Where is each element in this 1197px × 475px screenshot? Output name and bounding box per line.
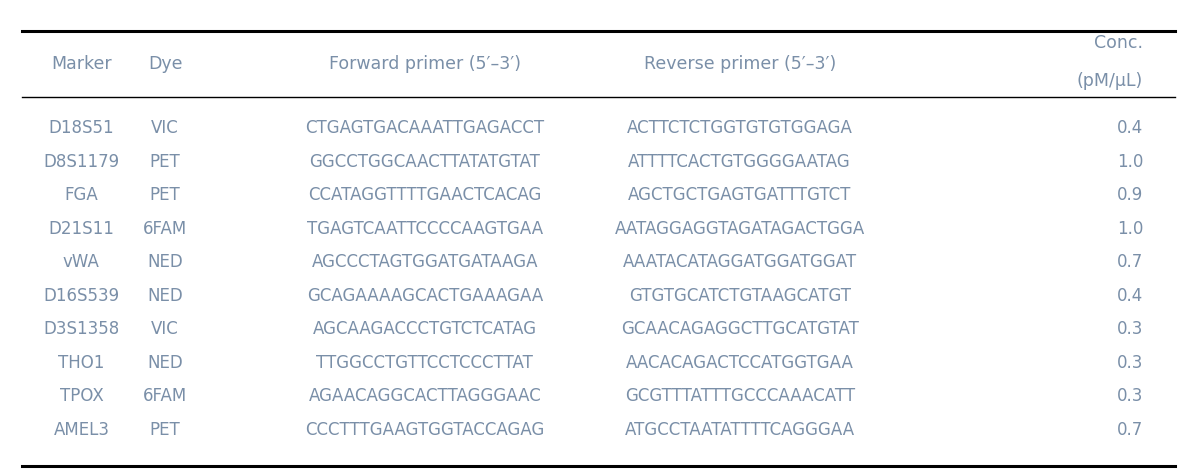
- Text: PET: PET: [150, 153, 181, 171]
- Text: FGA: FGA: [65, 186, 98, 204]
- Text: 0.3: 0.3: [1117, 387, 1143, 405]
- Text: Conc.: Conc.: [1094, 34, 1143, 52]
- Text: AAATACATAGGATGGATGGAT: AAATACATAGGATGGATGGAT: [622, 253, 857, 271]
- Text: Forward primer (5′–3′): Forward primer (5′–3′): [329, 55, 521, 73]
- Text: Marker: Marker: [51, 55, 111, 73]
- Text: TPOX: TPOX: [60, 387, 103, 405]
- Text: NED: NED: [147, 287, 183, 304]
- Text: D16S539: D16S539: [43, 287, 120, 304]
- Text: THO1: THO1: [59, 354, 104, 371]
- Text: PET: PET: [150, 186, 181, 204]
- Text: AATAGGAGGTAGATAGACTGGA: AATAGGAGGTAGATAGACTGGA: [614, 220, 865, 238]
- Text: VIC: VIC: [151, 320, 180, 338]
- Text: 6FAM: 6FAM: [144, 387, 187, 405]
- Text: TGAGTCAATTCCCCAAGTGAA: TGAGTCAATTCCCCAAGTGAA: [306, 220, 543, 238]
- Text: AGAACAGGCACTTAGGGAAC: AGAACAGGCACTTAGGGAAC: [309, 387, 541, 405]
- Text: D3S1358: D3S1358: [43, 320, 120, 338]
- Text: 0.9: 0.9: [1117, 186, 1143, 204]
- Text: AGCCCTAGTGGATGATAAGA: AGCCCTAGTGGATGATAAGA: [311, 253, 539, 271]
- Text: GTGTGCATCTGTAAGCATGT: GTGTGCATCTGTAAGCATGT: [628, 287, 851, 304]
- Text: 0.7: 0.7: [1117, 253, 1143, 271]
- Text: 0.3: 0.3: [1117, 354, 1143, 371]
- Text: 0.3: 0.3: [1117, 320, 1143, 338]
- Text: AACACAGACTCCATGGTGAA: AACACAGACTCCATGGTGAA: [626, 354, 853, 371]
- Text: ATGCCTAATATTTTCAGGGAA: ATGCCTAATATTTTCAGGGAA: [625, 421, 855, 438]
- Text: 0.7: 0.7: [1117, 421, 1143, 438]
- Text: GCAGAAAAGCACTGAAAGAA: GCAGAAAAGCACTGAAAGAA: [306, 287, 543, 304]
- Text: 1.0: 1.0: [1117, 153, 1143, 171]
- Text: NED: NED: [147, 354, 183, 371]
- Text: 0.4: 0.4: [1117, 287, 1143, 304]
- Text: TTGGCCTGTTCCTCCCTTAT: TTGGCCTGTTCCTCCCTTAT: [316, 354, 534, 371]
- Text: GGCCTGGCAACTTATATGTAT: GGCCTGGCAACTTATATGTAT: [310, 153, 540, 171]
- Text: GCGTTTATTTGCCCAAACATT: GCGTTTATTTGCCCAAACATT: [625, 387, 855, 405]
- Text: Reverse primer (5′–3′): Reverse primer (5′–3′): [644, 55, 836, 73]
- Text: CTGAGTGACAAATTGAGACCT: CTGAGTGACAAATTGAGACCT: [305, 119, 545, 137]
- Text: CCCTTTGAAGTGGTACCAGAG: CCCTTTGAAGTGGTACCAGAG: [305, 421, 545, 438]
- Text: AMEL3: AMEL3: [54, 421, 109, 438]
- Text: PET: PET: [150, 421, 181, 438]
- Text: CCATAGGTTTTGAACTCACAG: CCATAGGTTTTGAACTCACAG: [309, 186, 541, 204]
- Text: vWA: vWA: [63, 253, 99, 271]
- Text: D21S11: D21S11: [48, 220, 115, 238]
- Text: AGCAAGACCCTGTCTCATAG: AGCAAGACCCTGTCTCATAG: [312, 320, 537, 338]
- Text: AGCTGCTGAGTGATTTGTCT: AGCTGCTGAGTGATTTGTCT: [628, 186, 851, 204]
- Text: Dye: Dye: [148, 55, 182, 73]
- Text: GCAACAGAGGCTTGCATGTAT: GCAACAGAGGCTTGCATGTAT: [621, 320, 858, 338]
- Text: 1.0: 1.0: [1117, 220, 1143, 238]
- Text: ACTTCTCTGGTGTGTGGAGA: ACTTCTCTGGTGTGTGGAGA: [627, 119, 852, 137]
- Text: ATTTTCACTGTGGGGAATAG: ATTTTCACTGTGGGGAATAG: [628, 153, 851, 171]
- Text: NED: NED: [147, 253, 183, 271]
- Text: VIC: VIC: [151, 119, 180, 137]
- Text: D18S51: D18S51: [49, 119, 114, 137]
- Text: (pM/μL): (pM/μL): [1077, 72, 1143, 90]
- Text: 6FAM: 6FAM: [144, 220, 187, 238]
- Text: D8S1179: D8S1179: [43, 153, 120, 171]
- Text: 0.4: 0.4: [1117, 119, 1143, 137]
